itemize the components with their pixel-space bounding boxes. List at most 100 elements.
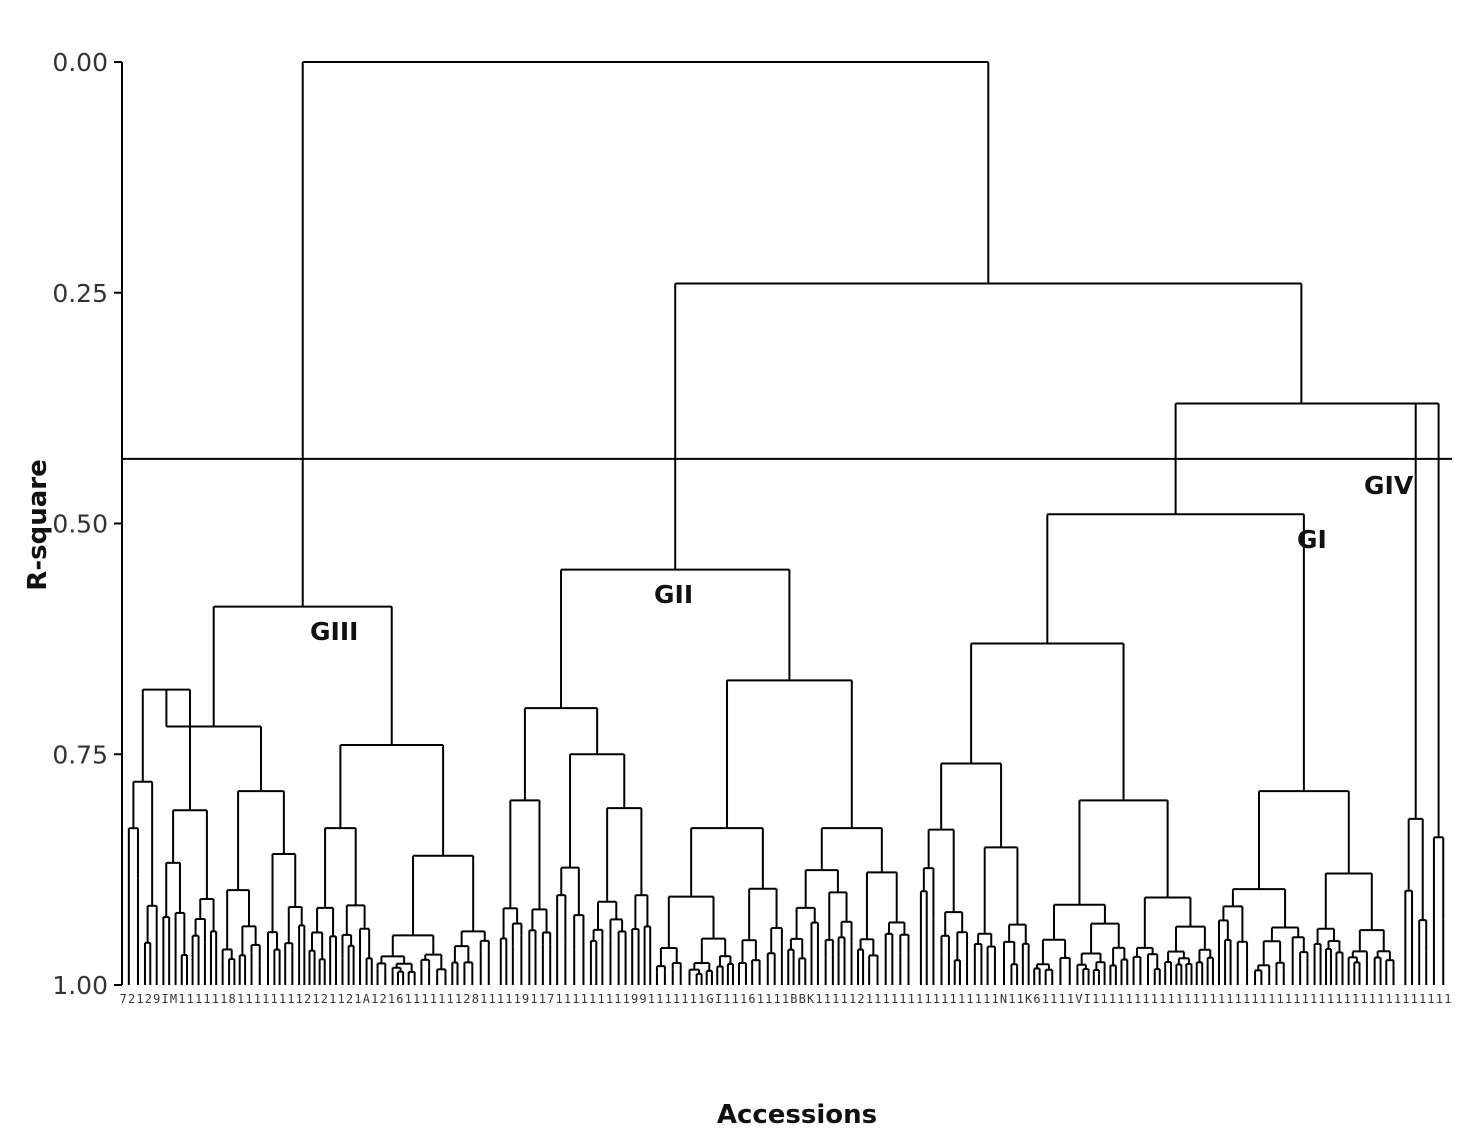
- leaf-label: 1: [757, 992, 764, 1006]
- leaf-label: 1: [497, 992, 504, 1006]
- leaf-label: 1: [1126, 992, 1133, 1006]
- leaf-label: 1: [539, 992, 546, 1006]
- leaf-label: 2: [128, 992, 135, 1006]
- leaf-label: 1: [648, 992, 655, 1006]
- leaf-label: 1: [623, 992, 630, 1006]
- y-tick-label: 0.25: [52, 279, 108, 308]
- leaf-label: 1: [1402, 992, 1409, 1006]
- leaf-label: 1: [1302, 992, 1309, 1006]
- dendrogram-tree: [127, 61, 1445, 985]
- leaf-label: 1: [824, 992, 831, 1006]
- leaf-label: 1: [1285, 992, 1292, 1006]
- leaf-label: 1: [195, 992, 202, 1006]
- y-axis-title: R-square: [23, 459, 53, 590]
- leaf-label: 9: [639, 992, 646, 1006]
- leaf-label: 1: [1042, 992, 1049, 1006]
- leaf-label: 1: [245, 992, 252, 1006]
- leaf-label: 7: [547, 992, 554, 1006]
- leaf-label: 1: [1293, 992, 1300, 1006]
- leaf-label: 1: [849, 992, 856, 1006]
- leaf-label: 8: [472, 992, 479, 1006]
- leaf-label: 1: [1050, 992, 1057, 1006]
- leaf-label: 1: [723, 992, 730, 1006]
- leaf-label: 1: [338, 992, 345, 1006]
- leaf-label: I: [715, 992, 722, 1006]
- leaf-label: 1: [1235, 992, 1242, 1006]
- leaf-label: 1: [430, 992, 437, 1006]
- leaf-label: 1: [371, 992, 378, 1006]
- y-axis: 0.00 0.25 0.50 0.75 1.00: [52, 48, 1452, 1000]
- leaf-label: 7: [120, 992, 127, 1006]
- leaf-label: 1: [782, 992, 789, 1006]
- leaf-label: 1: [690, 992, 697, 1006]
- leaf-label: 1: [665, 992, 672, 1006]
- leaf-label: 1: [924, 992, 931, 1006]
- leaf-label: I: [1084, 992, 1091, 1006]
- leaf-label: 1: [203, 992, 210, 1006]
- leaf-label: 1: [673, 992, 680, 1006]
- leaf-label: 1: [1168, 992, 1175, 1006]
- leaf-label: 1: [1059, 992, 1066, 1006]
- leaf-label: 9: [153, 992, 160, 1006]
- leaf-label: 1: [950, 992, 957, 1006]
- leaf-label: 6: [748, 992, 755, 1006]
- leaf-label: 1: [1067, 992, 1074, 1006]
- leaf-label: I: [161, 992, 168, 1006]
- leaf-label: 2: [321, 992, 328, 1006]
- leaf-label: 1: [1100, 992, 1107, 1006]
- leaf-label: 1: [958, 992, 965, 1006]
- leaf-label: V: [1075, 992, 1082, 1006]
- leaf-label: 8: [229, 992, 236, 1006]
- leaf-label: 1: [1201, 992, 1208, 1006]
- leaf-label: G: [706, 992, 713, 1006]
- leaf-label: 1: [1352, 992, 1359, 1006]
- leaf-label: 1: [530, 992, 537, 1006]
- leaf-label: 1: [480, 992, 487, 1006]
- leaf-label: 1: [597, 992, 604, 1006]
- leaf-label: 1: [1117, 992, 1124, 1006]
- leaf-label: 2: [379, 992, 386, 1006]
- leaf-label: 1: [287, 992, 294, 1006]
- leaf-label: 1: [556, 992, 563, 1006]
- leaf-label: 1: [681, 992, 688, 1006]
- group-label-giii: GIII: [310, 617, 358, 646]
- leaf-label: 9: [522, 992, 529, 1006]
- leaf-label: 1: [1159, 992, 1166, 1006]
- leaf-label: 1: [1377, 992, 1384, 1006]
- leaf-label: 1: [447, 992, 454, 1006]
- leaf-label: 1: [1193, 992, 1200, 1006]
- leaf-label: 2: [346, 992, 353, 1006]
- leaf-label: 1: [1017, 992, 1024, 1006]
- leaf-label: 1: [765, 992, 772, 1006]
- leaf-label: 1: [572, 992, 579, 1006]
- leaf-label: 1: [438, 992, 445, 1006]
- leaf-label: 1: [1310, 992, 1317, 1006]
- x-axis-title: Accessions: [717, 1100, 877, 1130]
- leaf-label: 1: [1360, 992, 1367, 1006]
- leaf-label: 1: [1226, 992, 1233, 1006]
- leaf-label: 1: [212, 992, 219, 1006]
- leaf-label: 1: [740, 992, 747, 1006]
- leaf-label: 6: [1033, 992, 1040, 1006]
- y-tick-label: 0.00: [52, 48, 108, 77]
- leaf-label: 1: [899, 992, 906, 1006]
- leaf-label: 1: [1151, 992, 1158, 1006]
- leaf-label: 1: [698, 992, 705, 1006]
- leaf-label: 1: [1411, 992, 1418, 1006]
- y-tick-label: 1.00: [52, 971, 108, 1000]
- leaf-label: 1: [1008, 992, 1015, 1006]
- leaf-label: 1: [1134, 992, 1141, 1006]
- leaf-label: 1: [354, 992, 361, 1006]
- leaf-label: 1: [606, 992, 613, 1006]
- leaf-label: 1: [1218, 992, 1225, 1006]
- leaf-label: 1: [941, 992, 948, 1006]
- leaf-label: 1: [262, 992, 269, 1006]
- leaf-label: 1: [254, 992, 261, 1006]
- group-label-giv: GIV: [1364, 471, 1414, 500]
- leaf-label: 1: [220, 992, 227, 1006]
- leaf-label: 1: [874, 992, 881, 1006]
- leaf-label: 1: [187, 992, 194, 1006]
- leaf-label: 1: [841, 992, 848, 1006]
- leaf-label: B: [799, 992, 806, 1006]
